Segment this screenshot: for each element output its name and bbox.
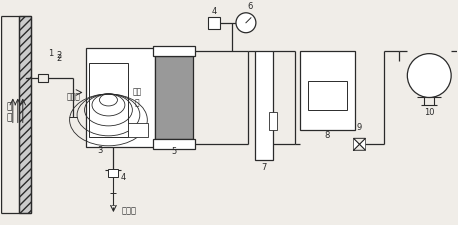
Polygon shape — [360, 138, 365, 150]
Text: 10: 10 — [424, 108, 435, 117]
Polygon shape — [354, 138, 360, 150]
Text: 8: 8 — [324, 131, 330, 140]
Bar — [88, 63, 128, 137]
Circle shape — [407, 54, 451, 97]
Bar — [38, 74, 48, 81]
Text: 水人口: 水人口 — [67, 92, 81, 101]
Bar — [308, 81, 347, 110]
Text: 4: 4 — [121, 173, 126, 182]
Bar — [128, 123, 148, 137]
Text: 1: 1 — [48, 49, 53, 58]
Bar — [153, 46, 195, 56]
Text: 2: 2 — [56, 54, 61, 63]
Bar — [269, 112, 277, 130]
Bar — [86, 48, 155, 147]
Text: 5: 5 — [172, 147, 177, 156]
Text: 2: 2 — [56, 51, 61, 60]
Text: ←: ← — [210, 18, 218, 28]
Text: 烟
道: 烟 道 — [6, 103, 11, 122]
Bar — [255, 51, 273, 160]
Text: 4: 4 — [212, 7, 217, 16]
Text: 9: 9 — [357, 123, 362, 132]
Bar — [153, 139, 195, 149]
Bar — [300, 51, 354, 130]
Text: 冷凝水: 冷凝水 — [121, 206, 136, 215]
Text: 水出
口: 水出 口 — [133, 88, 142, 107]
Bar — [109, 169, 119, 177]
Text: 3: 3 — [98, 146, 103, 155]
Text: 6: 6 — [247, 2, 253, 11]
Bar — [19, 16, 31, 213]
Bar — [208, 17, 220, 29]
Circle shape — [236, 13, 256, 33]
Text: 7: 7 — [261, 163, 267, 172]
Bar — [155, 56, 193, 139]
